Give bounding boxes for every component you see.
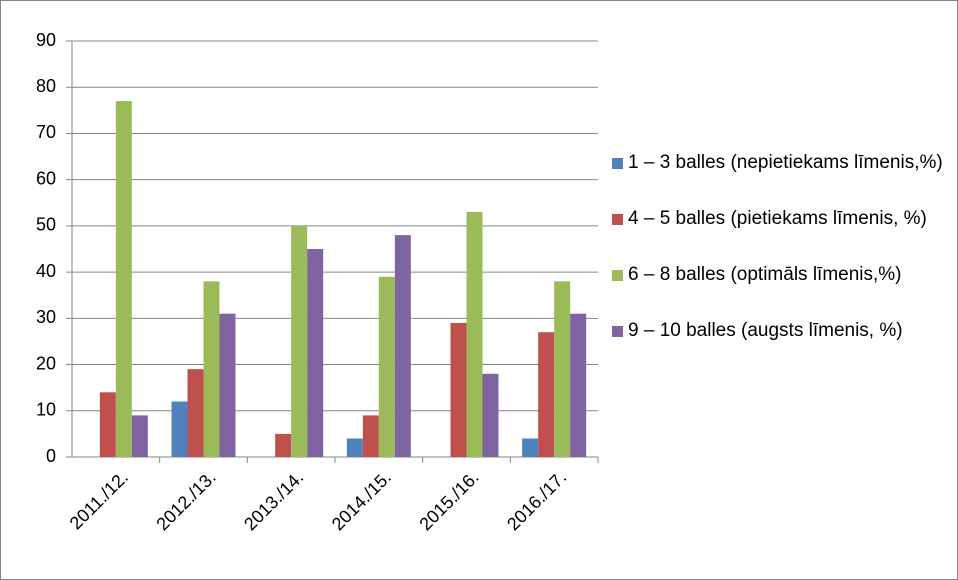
bar: [522, 438, 539, 457]
y-tick-label: 50: [36, 215, 56, 235]
y-tick-label: 80: [36, 76, 56, 96]
bar: [171, 401, 188, 457]
bar: [346, 438, 363, 457]
legend-item: 1 – 3 balles (nepietiekams līmenis,%): [612, 150, 947, 176]
legend-label: 4 – 5 balles (pietiekams līmenis, %): [628, 208, 927, 229]
bar: [115, 101, 132, 457]
y-tick-label: 70: [36, 122, 56, 142]
bar: [554, 281, 571, 457]
bar: [482, 373, 499, 457]
legend-item: 9 – 10 balles (augsts līmenis, %): [612, 318, 947, 344]
y-tick-label: 60: [36, 168, 56, 188]
legend-label: 6 – 8 balles (optimāls līmenis,%): [628, 264, 902, 285]
bar: [538, 332, 555, 457]
y-tick-label: 10: [36, 400, 56, 420]
y-tick-label: 20: [36, 353, 56, 373]
y-tick-label: 0: [46, 446, 56, 466]
bar: [450, 322, 467, 457]
legend-label: 9 – 10 balles (augsts līmenis, %): [628, 320, 903, 341]
bar: [203, 281, 220, 457]
legend-swatch: [612, 214, 623, 225]
bar: [394, 235, 411, 457]
legend-item: 6 – 8 balles (optimāls līmenis,%): [612, 262, 947, 288]
bar: [291, 225, 308, 457]
bar: [466, 212, 483, 457]
bar: [99, 392, 116, 457]
legend-swatch: [612, 326, 623, 337]
bar: [275, 433, 292, 457]
bar: [219, 313, 236, 457]
legend-swatch: [612, 270, 623, 281]
y-tick-label: 90: [36, 30, 56, 50]
y-tick-label: 30: [36, 307, 56, 327]
legend-item: 4 – 5 balles (pietiekams līmenis, %): [612, 206, 947, 232]
bar: [187, 369, 204, 457]
legend: 1 – 3 balles (nepietiekams līmenis,%) 4 –…: [612, 150, 947, 374]
bar: [307, 249, 324, 457]
bar: [131, 415, 148, 457]
bar: [362, 415, 379, 457]
bar: [570, 313, 587, 457]
legend-label: 1 – 3 balles (nepietiekams līmenis,%): [628, 152, 943, 173]
bar: [378, 276, 395, 457]
y-tick-label: 40: [36, 261, 56, 281]
legend-swatch: [612, 158, 623, 169]
